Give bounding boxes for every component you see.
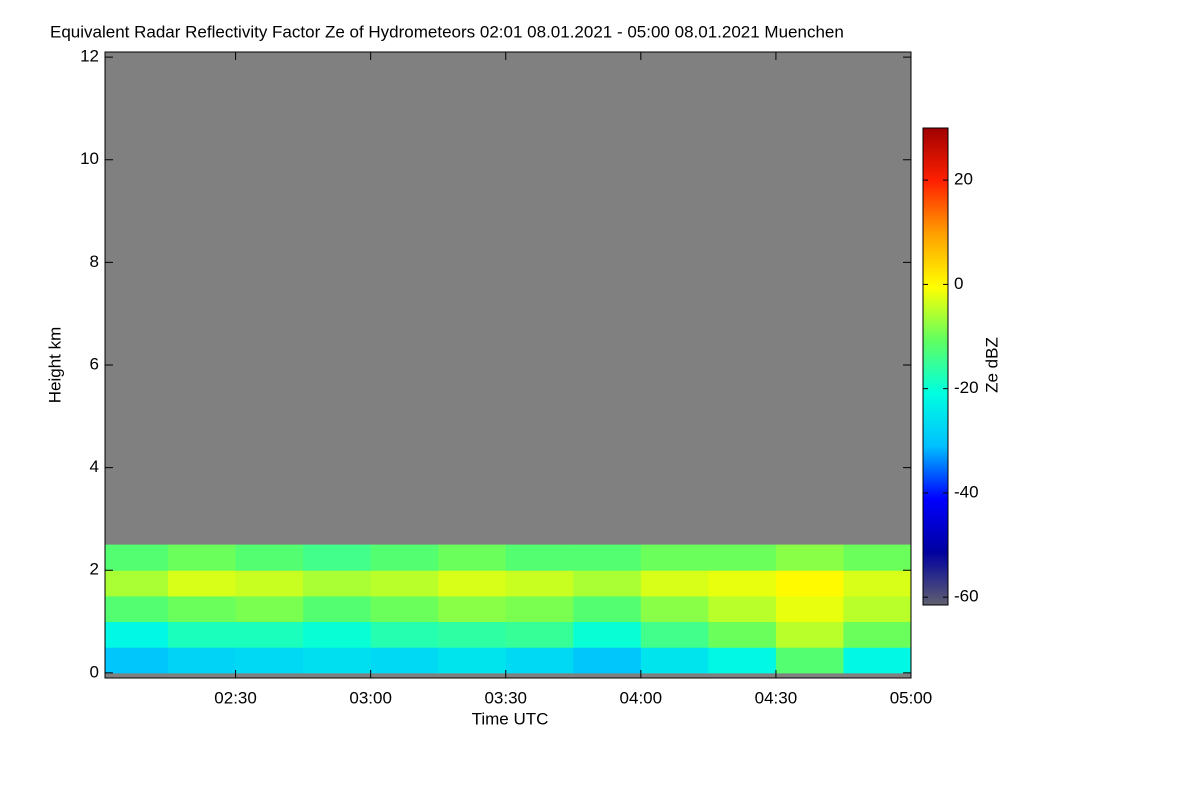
heatmap-cell [708,544,777,571]
heatmap-cell [303,570,372,597]
heatmap-cell [235,621,304,648]
heatmap-cell [708,570,777,597]
heatmap-cell [505,621,574,648]
heatmap-cell [303,544,372,571]
heatmap-cell [640,595,709,623]
heatmap-cell [505,544,574,571]
colorbar-tick-label: -40 [954,482,979,501]
heatmap-cell [708,621,777,648]
y-tick-label: 12 [80,47,99,66]
heatmap-cell [573,570,642,597]
heatmap-cell [235,647,304,674]
heatmap-cell [505,647,574,674]
colorbar [922,127,949,606]
heatmap-cell [843,544,912,571]
colorbar-tick-label: 20 [954,170,973,189]
y-tick-label: 8 [90,252,99,271]
heatmap-cell [303,595,372,623]
heatmap-cell [775,621,844,648]
heatmap-cell [105,621,169,648]
heatmap-cell [438,570,507,597]
heatmap-cell [573,595,642,623]
heatmap-cell [573,647,642,674]
heatmap-cell [843,570,912,597]
chart-title: Equivalent Radar Reflectivity Factor Ze … [50,22,844,41]
heatmap-cell [303,621,372,648]
heatmap-cell [438,647,507,674]
heatmap-cell [573,544,642,571]
heatmap-cell [573,621,642,648]
heatmap-cell [775,647,844,674]
heatmap-cell [640,544,709,571]
heatmap-cell [168,621,237,648]
heatmap-cell [438,621,507,648]
y-tick-label: 0 [90,662,99,681]
heatmap-cell [370,570,439,597]
y-tick-label: 2 [90,560,99,579]
heatmap-cell [168,647,237,674]
heatmap-cell [843,621,912,648]
y-tick-label: 10 [80,149,99,168]
x-tick-label: 04:00 [620,688,663,707]
heatmap-cell [168,544,237,571]
x-tick-label: 03:00 [349,688,392,707]
heatmap-cell [775,595,844,623]
heatmap-cell [370,647,439,674]
y-tick-label: 6 [90,354,99,373]
heatmap-cell [235,570,304,597]
y-tick-label: 4 [90,457,99,476]
heatmap-cell [708,647,777,674]
heatmap-cell [775,570,844,597]
heatmap-cell [105,570,169,597]
colorbar-tick-label: -20 [954,378,979,397]
x-tick-label: 03:30 [484,688,527,707]
x-axis-label: Time UTC [472,709,549,728]
x-tick-label: 04:30 [755,688,798,707]
heatmap-cell [235,595,304,623]
heatmap-cell [370,595,439,623]
x-tick-label: 02:30 [214,688,257,707]
colorbar-tick-label: -60 [954,587,979,606]
heatmap-cell [303,647,372,674]
heatmap-cell [640,647,709,674]
heatmap-cell [105,544,169,571]
heatmap-cell [438,595,507,623]
heatmap-cell [708,595,777,623]
heatmap-cell [505,595,574,623]
heatmap-cell [235,544,304,571]
heatmap-cell [370,621,439,648]
heatmap-cell [640,570,709,597]
x-tick-label: 05:00 [890,688,933,707]
heatmap-cell [168,570,237,597]
colorbar-tick-label: 0 [954,274,963,293]
heatmap-cell [438,544,507,571]
heatmap-cell [843,647,912,674]
colorbar-label: Ze dBZ [982,337,1001,393]
heatmap-cell [505,570,574,597]
heatmap-cell [640,621,709,648]
heatmap-cell [775,544,844,571]
heatmap-cell [370,544,439,571]
heatmap-cell [105,647,169,674]
heatmap-cell [843,595,912,623]
y-axis-label: Height km [45,327,64,404]
heatmap-cell [168,595,237,623]
heatmap-cell [105,595,169,623]
